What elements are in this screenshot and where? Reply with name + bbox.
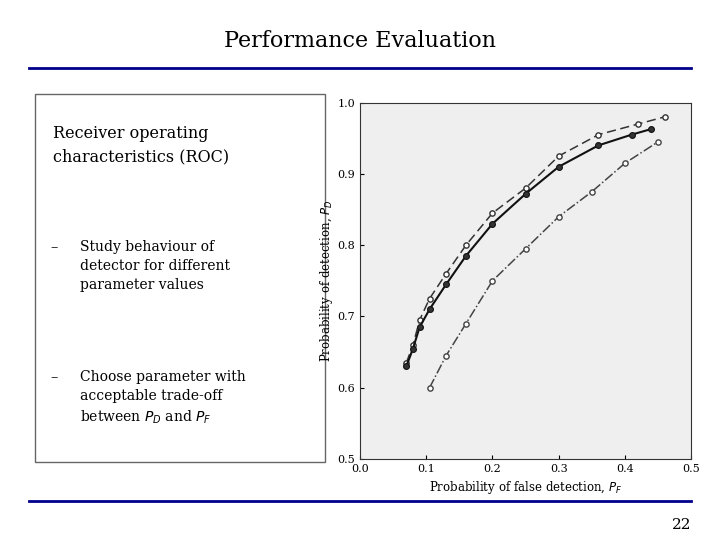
Text: Performance Evaluation: Performance Evaluation (224, 30, 496, 52)
FancyBboxPatch shape (35, 94, 325, 462)
Text: –: – (50, 370, 58, 384)
Text: Study behaviour of
detector for different
parameter values: Study behaviour of detector for differen… (80, 240, 230, 292)
Text: Receiver operating
characteristics (ROC): Receiver operating characteristics (ROC) (53, 125, 229, 165)
Y-axis label: Probability of detection, $P_D$: Probability of detection, $P_D$ (318, 200, 335, 362)
Text: 22: 22 (672, 518, 691, 532)
Text: Choose parameter with
acceptable trade-off
between $P_D$ and $P_F$: Choose parameter with acceptable trade-o… (80, 370, 246, 426)
Text: –: – (50, 240, 58, 254)
X-axis label: Probability of false detection, $P_F$: Probability of false detection, $P_F$ (429, 480, 622, 496)
